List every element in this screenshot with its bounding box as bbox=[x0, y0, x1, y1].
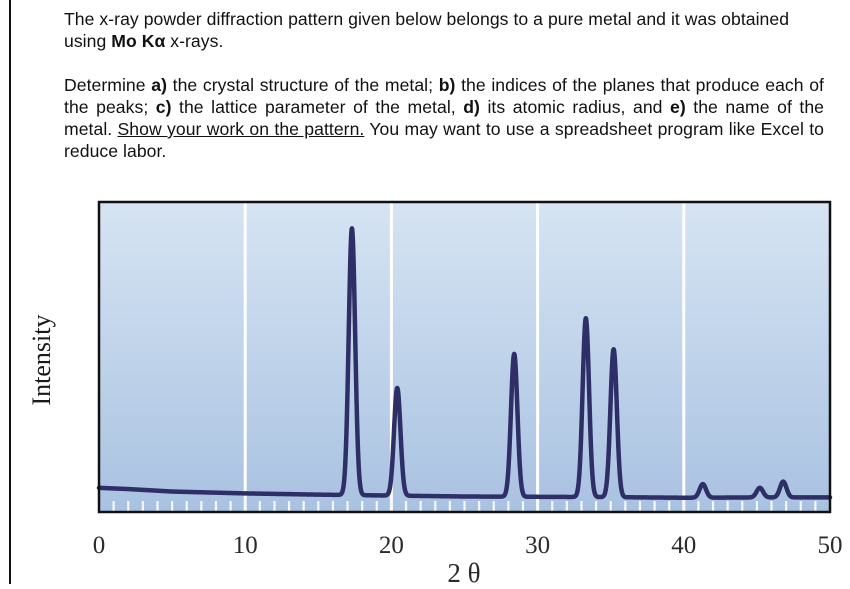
part-a-label: a) bbox=[151, 75, 167, 95]
part-c-text: the lattice parameter of the metal, bbox=[171, 97, 464, 117]
intro-text: The x-ray powder diffraction pattern giv… bbox=[64, 9, 790, 51]
part-d-text: its atomic radius, and bbox=[479, 97, 671, 117]
part-b-text: the indices of the planes that produce e… bbox=[64, 75, 824, 117]
problem-questions: Determine a) the crystal structure of th… bbox=[64, 74, 824, 162]
radiation-source: Mo Kα bbox=[111, 31, 166, 51]
peak-apex bbox=[350, 226, 354, 230]
part-d-label: d) bbox=[463, 97, 480, 117]
problem-statement: The x-ray powder diffraction pattern giv… bbox=[64, 8, 824, 162]
closing-text: You may want to use a spreadsheet progra… bbox=[64, 119, 824, 161]
x-tick-label: 0 bbox=[93, 532, 106, 559]
peak-apex bbox=[395, 386, 399, 390]
part-e-text: the name of the metal. bbox=[64, 97, 824, 139]
show-work-instruction: Show your work on the pattern. bbox=[117, 119, 365, 139]
peak-apex bbox=[584, 316, 588, 320]
part-e-label: e) bbox=[670, 97, 686, 117]
peak-apex bbox=[758, 486, 762, 490]
peak-apex bbox=[512, 352, 516, 356]
x-tick-label: 50 bbox=[818, 532, 843, 559]
problem-intro: The x-ray powder diffraction pattern giv… bbox=[64, 8, 824, 52]
part-c-label: c) bbox=[155, 97, 172, 117]
x-tick-label: 10 bbox=[233, 532, 258, 559]
x-axis-title: 2 θ bbox=[447, 558, 480, 584]
peak-apex bbox=[781, 480, 785, 484]
y-axis-title: Intensity bbox=[27, 315, 56, 406]
part-b-label: b) bbox=[438, 75, 456, 95]
x-tick-label: 40 bbox=[671, 532, 696, 559]
peak-markers bbox=[350, 226, 785, 490]
peak-apex bbox=[612, 347, 616, 351]
plot-frame bbox=[97, 200, 832, 514]
questions-start: Determine bbox=[64, 75, 152, 95]
peak-apex bbox=[701, 482, 705, 486]
x-tick-label: 20 bbox=[379, 532, 404, 559]
part-a-text: the crystal structure of the metal; bbox=[167, 75, 439, 95]
plot-area bbox=[99, 202, 830, 512]
intro-end: x-rays. bbox=[165, 31, 224, 51]
left-margin-rule bbox=[9, 0, 11, 584]
x-tick-label: 30 bbox=[525, 532, 550, 559]
diffraction-pattern-line bbox=[96, 226, 833, 500]
x-tick-labels: 0 10 20 30 40 50 bbox=[93, 532, 843, 559]
